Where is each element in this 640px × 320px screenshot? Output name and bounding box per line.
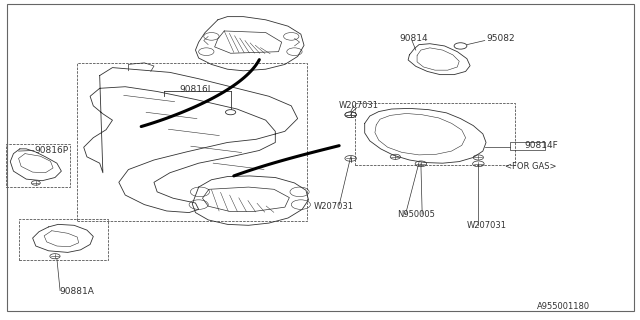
Text: W207031: W207031 — [467, 221, 507, 230]
Text: W207031: W207031 — [339, 101, 379, 110]
Text: A955001180: A955001180 — [537, 302, 590, 311]
Bar — [355, 103, 515, 165]
Text: W207031: W207031 — [314, 202, 354, 211]
Text: 90816I: 90816I — [180, 85, 211, 94]
Text: 90814: 90814 — [400, 35, 428, 44]
Text: 90814F: 90814F — [524, 141, 558, 150]
Bar — [77, 63, 307, 220]
Bar — [510, 142, 545, 150]
Text: 90816P: 90816P — [34, 146, 68, 155]
Text: 90881A: 90881A — [60, 287, 94, 296]
Text: N950005: N950005 — [397, 210, 435, 219]
Bar — [19, 219, 108, 260]
Bar — [6, 144, 70, 187]
Text: 95082: 95082 — [486, 35, 515, 44]
Text: <FOR GAS>: <FOR GAS> — [505, 162, 557, 171]
